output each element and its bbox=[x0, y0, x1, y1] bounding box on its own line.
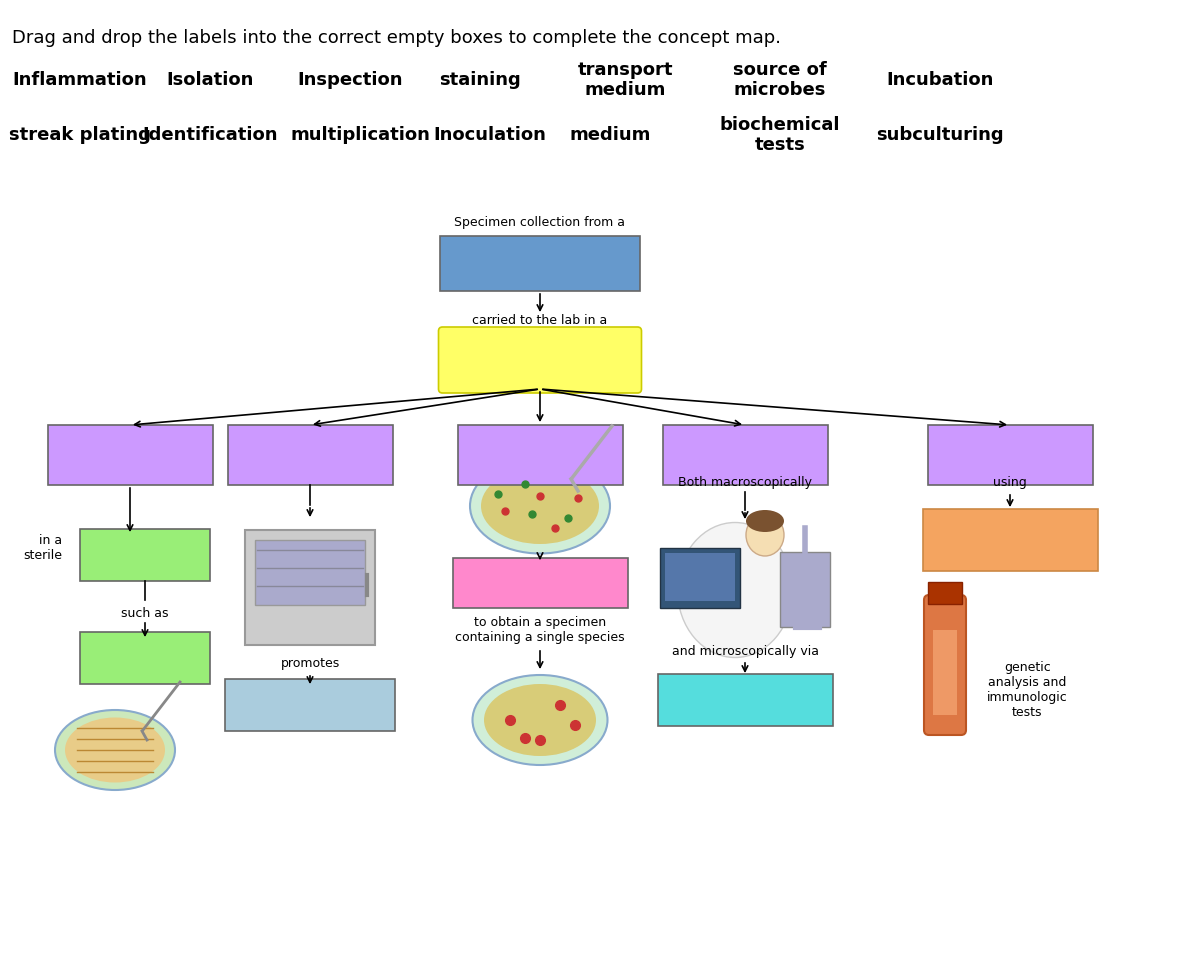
Text: Both macroscopically: Both macroscopically bbox=[678, 475, 812, 489]
Bar bbox=[228, 425, 392, 485]
Text: Drag and drop the labels into the correct empty boxes to complete the concept ma: Drag and drop the labels into the correc… bbox=[12, 29, 781, 47]
Bar bbox=[256, 540, 365, 605]
Ellipse shape bbox=[484, 684, 596, 756]
Text: streak plating: streak plating bbox=[10, 126, 151, 144]
Text: multiplication: multiplication bbox=[290, 126, 430, 144]
Ellipse shape bbox=[65, 718, 166, 783]
Text: staining: staining bbox=[439, 71, 521, 89]
FancyBboxPatch shape bbox=[924, 595, 966, 735]
Bar bbox=[48, 425, 212, 485]
Bar bbox=[665, 553, 734, 601]
Text: Inoculation: Inoculation bbox=[433, 126, 546, 144]
Text: using: using bbox=[994, 475, 1027, 489]
Ellipse shape bbox=[470, 459, 610, 554]
Bar bbox=[245, 530, 374, 645]
Text: to obtain a specimen
containing a single species: to obtain a specimen containing a single… bbox=[455, 616, 625, 644]
Text: carried to the lab in a: carried to the lab in a bbox=[473, 313, 607, 327]
Bar bbox=[80, 632, 210, 684]
Bar bbox=[440, 236, 640, 290]
Bar bbox=[928, 425, 1092, 485]
Text: Specimen collection from a: Specimen collection from a bbox=[455, 216, 625, 229]
Text: Incubation: Incubation bbox=[887, 71, 994, 89]
Ellipse shape bbox=[678, 522, 792, 657]
Text: and microscopically via: and microscopically via bbox=[672, 645, 818, 658]
Text: such as: such as bbox=[121, 607, 169, 620]
Text: source of
microbes: source of microbes bbox=[733, 60, 827, 100]
Bar bbox=[934, 630, 958, 715]
Bar bbox=[662, 425, 828, 485]
Ellipse shape bbox=[481, 468, 599, 544]
Ellipse shape bbox=[746, 514, 784, 556]
Bar bbox=[923, 509, 1098, 571]
Ellipse shape bbox=[473, 675, 607, 765]
Bar bbox=[80, 529, 210, 581]
Text: medium: medium bbox=[569, 126, 650, 144]
Text: Inflammation: Inflammation bbox=[13, 71, 148, 89]
Text: transport
medium: transport medium bbox=[577, 60, 673, 100]
Bar bbox=[928, 582, 962, 604]
Ellipse shape bbox=[746, 510, 784, 532]
Bar bbox=[780, 552, 830, 627]
Text: subculturing: subculturing bbox=[876, 126, 1004, 144]
Text: Identification: Identification bbox=[143, 126, 277, 144]
Text: Isolation: Isolation bbox=[167, 71, 253, 89]
Text: in a
sterile: in a sterile bbox=[23, 534, 62, 562]
FancyBboxPatch shape bbox=[438, 327, 642, 393]
Bar bbox=[660, 548, 740, 608]
Text: biochemical
tests: biochemical tests bbox=[720, 116, 840, 154]
Ellipse shape bbox=[55, 710, 175, 790]
Bar bbox=[452, 558, 628, 608]
Text: genetic
analysis and
immunologic
tests: genetic analysis and immunologic tests bbox=[986, 661, 1068, 719]
Text: Inspection: Inspection bbox=[298, 71, 403, 89]
Bar bbox=[457, 425, 623, 485]
Bar bbox=[658, 674, 833, 726]
Text: promotes: promotes bbox=[281, 657, 340, 670]
Bar bbox=[226, 679, 395, 731]
